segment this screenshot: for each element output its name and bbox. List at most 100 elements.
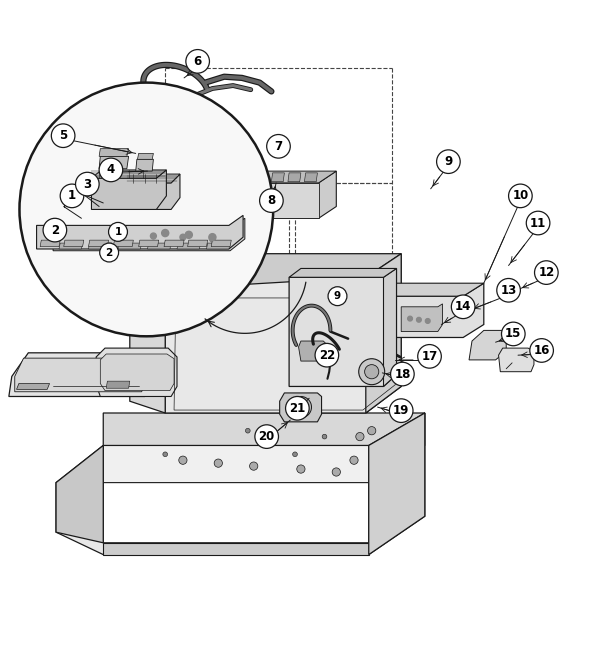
Circle shape [209,234,216,241]
Polygon shape [337,283,484,296]
Polygon shape [96,348,177,397]
Circle shape [180,234,186,240]
Circle shape [19,82,273,336]
Text: 9: 9 [334,291,341,301]
Polygon shape [289,269,396,277]
Polygon shape [56,445,103,543]
Polygon shape [53,218,245,251]
Text: 12: 12 [538,266,555,279]
Circle shape [509,184,532,208]
Text: 13: 13 [500,284,517,297]
Polygon shape [17,384,50,389]
Circle shape [99,158,123,182]
Circle shape [186,49,209,73]
Text: 6: 6 [194,55,202,68]
Circle shape [332,468,340,476]
Circle shape [60,184,84,208]
Circle shape [425,319,430,323]
Polygon shape [103,543,369,555]
Polygon shape [130,254,401,289]
Circle shape [100,243,119,262]
Text: 14: 14 [455,300,471,313]
Text: 20: 20 [258,430,275,443]
Circle shape [43,218,67,242]
Polygon shape [88,243,112,249]
Circle shape [437,150,460,173]
Circle shape [267,134,290,158]
Text: 2: 2 [106,247,113,258]
Circle shape [328,287,347,306]
Polygon shape [113,240,133,247]
Polygon shape [211,240,231,247]
Polygon shape [130,277,165,413]
Polygon shape [91,170,166,178]
Circle shape [451,295,475,319]
Polygon shape [177,243,201,249]
Text: 2: 2 [51,224,59,237]
Polygon shape [499,348,534,372]
Text: 16: 16 [533,344,550,357]
Circle shape [391,362,414,386]
Circle shape [365,365,379,379]
Text: 4: 4 [107,164,115,177]
Text: 8: 8 [267,194,276,207]
Circle shape [209,236,215,242]
Polygon shape [106,381,130,388]
Polygon shape [165,254,401,413]
Polygon shape [103,413,425,483]
Circle shape [356,432,364,441]
Polygon shape [37,215,243,249]
Circle shape [162,230,169,237]
Circle shape [497,278,520,302]
Text: 21: 21 [289,402,306,415]
Text: 22: 22 [319,349,335,361]
Polygon shape [280,393,322,422]
Circle shape [51,124,75,147]
Circle shape [359,359,385,385]
Circle shape [535,261,558,284]
Polygon shape [248,171,336,218]
Polygon shape [59,243,83,249]
Polygon shape [127,174,180,183]
Circle shape [530,339,553,362]
Circle shape [417,317,421,322]
Text: 10: 10 [512,190,529,202]
Text: 1: 1 [114,227,122,237]
Circle shape [368,426,376,435]
Polygon shape [91,170,166,210]
Polygon shape [56,413,425,555]
Polygon shape [136,159,153,171]
Polygon shape [127,174,180,210]
Circle shape [260,189,283,212]
Polygon shape [137,153,153,159]
Polygon shape [288,173,301,182]
Circle shape [185,231,192,238]
Circle shape [322,434,327,439]
Circle shape [214,459,222,467]
Circle shape [245,428,250,433]
Text: 15: 15 [505,328,522,341]
Polygon shape [99,156,129,169]
Circle shape [250,462,258,471]
Circle shape [163,452,168,457]
Circle shape [418,345,441,368]
Polygon shape [88,240,109,247]
Circle shape [286,397,309,420]
Circle shape [109,223,127,241]
Text: 18: 18 [394,367,411,380]
Polygon shape [103,413,425,445]
Polygon shape [188,240,208,247]
Circle shape [315,343,339,367]
Text: 17: 17 [421,350,438,363]
Polygon shape [118,243,142,249]
Polygon shape [304,173,317,182]
Polygon shape [206,243,230,249]
Polygon shape [9,353,156,397]
Polygon shape [100,354,174,391]
Circle shape [255,425,278,448]
Text: 3: 3 [83,178,91,191]
Polygon shape [469,330,506,360]
Polygon shape [369,413,425,555]
Polygon shape [40,240,60,247]
Polygon shape [384,269,396,386]
